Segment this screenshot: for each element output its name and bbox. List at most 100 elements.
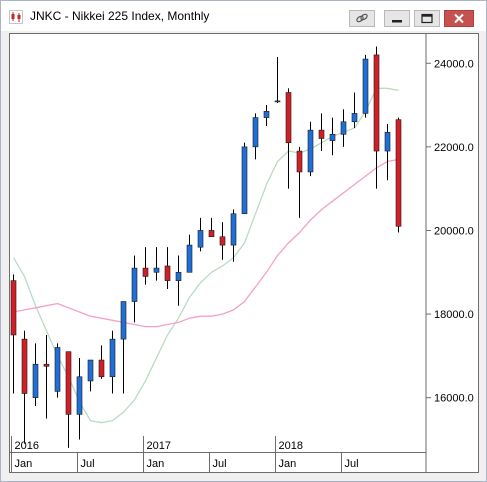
candle-up [384, 123, 391, 181]
chart-area: 16000.0 18000.0 20000.0 22000.0 24000.0 2016… [9, 33, 479, 473]
candle-up [175, 255, 182, 306]
candle-up [87, 359, 94, 392]
candles [10, 46, 402, 448]
candle-up [329, 117, 336, 156]
month-label: Jan [147, 458, 165, 470]
candle-down [373, 46, 380, 189]
candle-body [296, 150, 303, 173]
candle-up [76, 357, 83, 440]
month-label: Jul [81, 458, 95, 470]
candle-down [21, 330, 28, 444]
candle-body [109, 338, 116, 378]
candle-body [274, 100, 281, 103]
y-tick-label: 20000.0 [434, 225, 474, 237]
candle-body [307, 129, 314, 173]
year-label: 2017 [147, 440, 171, 452]
candle-body [252, 117, 259, 148]
candle-down [142, 247, 149, 285]
candle-up [32, 343, 39, 407]
candle-down [296, 146, 303, 218]
month-label: Jul [345, 458, 359, 470]
x-axis: 2016 2017 2018 Jan Jul Jan Jul Jan Jul [11, 436, 359, 472]
candle-body [362, 58, 369, 114]
link-button[interactable] [349, 10, 375, 27]
candle-body [131, 267, 138, 302]
restore-icon [421, 13, 433, 24]
y-tick-label: 16000.0 [434, 393, 474, 405]
candle-body [329, 134, 336, 141]
candle-body [351, 113, 358, 123]
candle-up [120, 301, 127, 394]
candle-body [241, 146, 248, 215]
window-title: JNKC - Nikkei 225 Index, Monthly [30, 9, 210, 23]
candle-up [362, 54, 369, 118]
candle-body [263, 111, 270, 118]
candle-up [307, 121, 314, 177]
candle-body [285, 92, 292, 143]
month-label: Jan [15, 458, 33, 470]
candle-down [395, 117, 402, 233]
moving-average-line [13, 158, 399, 328]
minimize-button[interactable] [384, 10, 410, 27]
candle-up [153, 247, 160, 281]
candle-up [197, 217, 204, 252]
y-tick-label: 22000.0 [434, 142, 474, 154]
candle-body [21, 338, 28, 394]
candle-down [208, 217, 215, 238]
chart-app-icon [9, 10, 23, 24]
candle-body [54, 347, 61, 392]
candle-body [318, 129, 325, 139]
candle-body [153, 267, 160, 273]
candle-up [340, 109, 347, 147]
candle-down [164, 247, 171, 289]
year-label: 2016 [15, 440, 39, 452]
candlestick-chart: 16000.0 18000.0 20000.0 22000.0 24000.0 2016… [10, 34, 478, 472]
close-button[interactable] [444, 10, 474, 27]
y-tick-label: 24000.0 [434, 58, 474, 70]
candle-body [208, 230, 215, 238]
candle-body [186, 244, 193, 273]
candle-down [219, 222, 226, 260]
candle-body [98, 359, 105, 378]
candle-body [120, 301, 127, 340]
candle-body [43, 363, 50, 367]
candle-down [43, 334, 50, 419]
candle-up [131, 255, 138, 323]
candle-up [241, 142, 248, 215]
candle-down [10, 274, 17, 394]
link-icon [356, 13, 368, 23]
candle-up [263, 105, 270, 126]
candle-up [252, 113, 259, 160]
candle-body [142, 267, 149, 277]
candle-body [395, 119, 402, 227]
month-label: Jul [213, 458, 227, 470]
candle-body [32, 363, 39, 398]
minimize-icon [392, 20, 402, 23]
candle-down [98, 345, 105, 379]
candle-up [186, 234, 193, 273]
candle-up [274, 56, 281, 103]
candle-body [65, 351, 72, 415]
y-axis: 16000.0 18000.0 20000.0 22000.0 24000.0 [426, 58, 474, 405]
candle-up [109, 330, 116, 394]
close-icon [454, 13, 464, 24]
candle-down [318, 113, 325, 152]
title-bar[interactable]: JNKC - Nikkei 225 Index, Monthly [1, 1, 486, 31]
y-tick-label: 18000.0 [434, 309, 474, 321]
year-label: 2018 [279, 440, 303, 452]
restore-button[interactable] [414, 10, 440, 27]
candle-body [175, 271, 182, 281]
candle-down [65, 351, 72, 448]
candle-body [219, 236, 226, 246]
candle-up [54, 343, 61, 398]
candle-body [373, 54, 380, 152]
candle-body [87, 359, 94, 382]
month-label: Jan [279, 458, 297, 470]
candle-body [230, 213, 237, 246]
candle-body [76, 376, 83, 415]
candle-down [285, 88, 292, 189]
candle-body [10, 280, 17, 336]
candle-up [351, 92, 358, 129]
candle-body [197, 230, 204, 248]
